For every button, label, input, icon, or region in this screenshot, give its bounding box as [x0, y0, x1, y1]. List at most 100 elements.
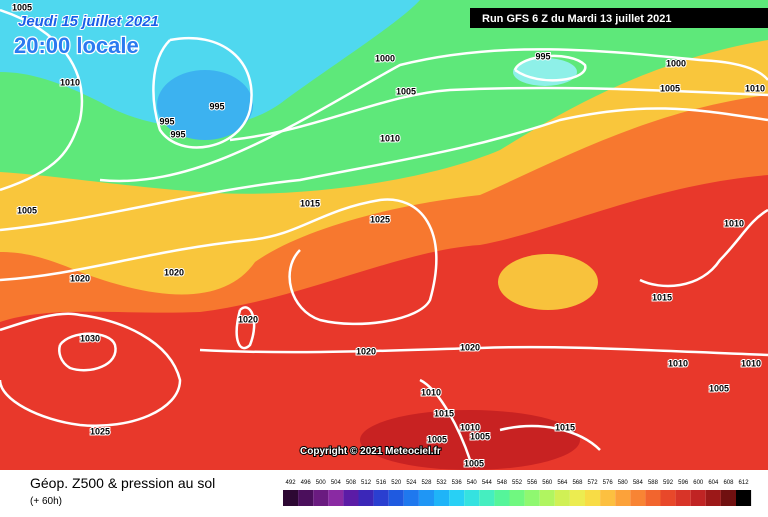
isobar-label: 995 — [159, 116, 174, 126]
isobar-label: 1005 — [396, 86, 416, 96]
scale-label: 580 — [618, 480, 629, 486]
scale-swatch — [524, 490, 540, 506]
scale-swatch — [373, 490, 389, 506]
isobar-label: 1020 — [70, 273, 90, 283]
isobar — [229, 86, 768, 142]
isobar-label: 1015 — [555, 422, 575, 432]
isobar — [235, 306, 256, 350]
scale-swatch — [615, 490, 631, 506]
scale-swatch — [283, 490, 299, 506]
zone-yellow — [498, 254, 598, 310]
isobar-label: 1010 — [460, 422, 480, 432]
scale-label: 516 — [376, 480, 387, 486]
isobar-label: 1025 — [370, 214, 390, 224]
scale-swatch — [298, 490, 314, 506]
scale-swatch — [736, 490, 752, 506]
isobar-label: 1000 — [375, 53, 395, 63]
scale-label: 492 — [286, 480, 297, 486]
scale-swatch — [388, 490, 404, 506]
scale-swatch — [418, 490, 434, 506]
footer-title: Géop. Z500 & pression au sol — [30, 475, 215, 491]
scale-label: 556 — [527, 480, 538, 486]
scale-swatch — [449, 490, 465, 506]
isobar-label: 1010 — [60, 77, 80, 87]
isobar-label: 1020 — [460, 342, 480, 352]
isobars — [0, 8, 768, 461]
isobar-label: 1015 — [652, 292, 672, 302]
isobar — [513, 54, 587, 82]
isobar-label: 1015 — [434, 408, 454, 418]
isobar — [639, 208, 768, 288]
isobar — [0, 198, 438, 326]
isobar — [0, 8, 84, 192]
isobar-label: 1005 — [427, 434, 447, 444]
scale-swatch — [660, 490, 676, 506]
scale-label: 504 — [331, 480, 342, 486]
isobar-label: 1010 — [741, 358, 761, 368]
isobar-label: 1030 — [80, 333, 100, 343]
scale-label: 608 — [723, 480, 734, 486]
isobar-label: 1005 — [17, 205, 37, 215]
isobar-label: 1010 — [724, 218, 744, 228]
isobar — [152, 36, 253, 149]
scale-label: 604 — [708, 480, 719, 486]
isobar-label: 1005 — [470, 431, 490, 441]
scale-swatch — [705, 490, 721, 506]
scale-swatch — [585, 490, 601, 506]
isobar-label: 1025 — [90, 426, 110, 436]
scale-label: 568 — [572, 480, 583, 486]
scale-label: 532 — [437, 480, 448, 486]
scale-swatch — [434, 490, 450, 506]
isobar — [0, 107, 768, 232]
isobar-label: 1010 — [745, 83, 765, 93]
scale-label: 508 — [346, 480, 357, 486]
run-box — [470, 8, 768, 28]
scale-swatch — [569, 490, 585, 506]
isobar — [419, 378, 601, 461]
isobar-label: 1005 — [660, 83, 680, 93]
scale-swatch — [358, 490, 374, 506]
isobar-label: 995 — [535, 51, 550, 61]
scale-label: 588 — [648, 480, 659, 486]
isobar-label: 1020 — [164, 267, 184, 277]
scale-swatch — [464, 490, 480, 506]
isobar — [58, 332, 117, 372]
isobar-label: 1015 — [300, 198, 320, 208]
isobar — [99, 48, 768, 183]
scale-swatch — [479, 490, 495, 506]
scale-swatch — [645, 490, 661, 506]
isobar-label: 1000 — [666, 58, 686, 68]
scale-label: 552 — [512, 480, 523, 486]
scale-swatch — [328, 490, 344, 506]
scale-swatch — [554, 490, 570, 506]
scale-label: 600 — [693, 480, 704, 486]
isobar-label: 1020 — [238, 314, 258, 324]
forecast-date: Jeudi 15 juillet 2021 — [18, 13, 159, 30]
scale-swatch — [343, 490, 359, 506]
isobar-label: 1005 — [464, 458, 484, 468]
forecast-time: 20:00 locale — [14, 33, 139, 58]
scale-swatch — [403, 490, 419, 506]
scale-swatch — [675, 490, 691, 506]
zone-blue — [157, 70, 253, 140]
isobar-label: 1010 — [380, 133, 400, 143]
scale-label: 572 — [588, 480, 599, 486]
scale-label: 500 — [316, 480, 327, 486]
scale-swatch — [313, 490, 329, 506]
scale-label: 560 — [542, 480, 553, 486]
isobar-label: 995 — [170, 129, 185, 139]
scale-swatch — [509, 490, 525, 506]
scale-label: 576 — [603, 480, 614, 486]
scale-label: 584 — [633, 480, 644, 486]
scale-swatch — [690, 490, 706, 506]
scale-label: 512 — [361, 480, 372, 486]
scale-swatch — [600, 490, 616, 506]
scale-label: 544 — [482, 480, 493, 486]
isobar-label: 1005 — [12, 2, 32, 12]
scale-swatch — [630, 490, 646, 506]
scale-label: 496 — [301, 480, 312, 486]
scale-label: 548 — [497, 480, 508, 486]
scale-label: 520 — [391, 480, 402, 486]
isobar-label: 1005 — [709, 383, 729, 393]
